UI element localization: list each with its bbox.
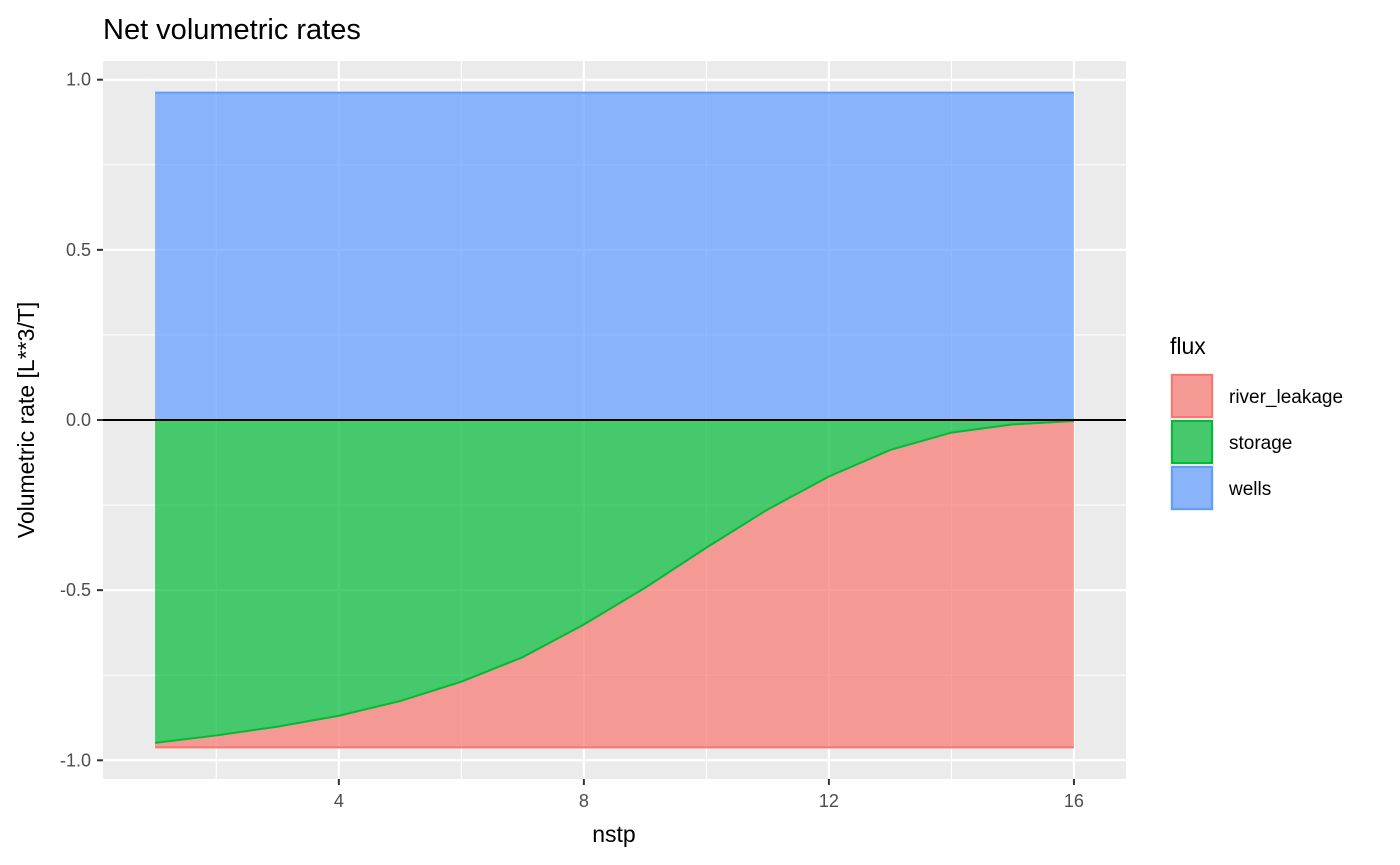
legend-title: flux xyxy=(1170,333,1206,359)
x-tick-label: 16 xyxy=(1064,791,1084,811)
x-tick-label: 12 xyxy=(819,791,839,811)
y-axis-title: Volumetric rate [L**3/T] xyxy=(13,302,39,539)
x-axis: 4 8 12 16 xyxy=(334,779,1084,811)
x-axis-title: nstp xyxy=(592,821,635,847)
y-tick-label: -1.0 xyxy=(60,750,91,770)
legend-label: storage xyxy=(1229,433,1292,454)
x-tick-label: 8 xyxy=(579,791,589,811)
chart-title: Net volumetric rates xyxy=(103,14,361,46)
legend-label: river_leakage xyxy=(1229,387,1343,408)
area-series xyxy=(154,91,1074,749)
y-axis: -1.0 -0.5 0.0 0.5 1.0 xyxy=(60,70,103,770)
legend-label: wells xyxy=(1228,479,1271,500)
storage-area xyxy=(155,420,1074,743)
y-tick-label: 1.0 xyxy=(66,70,91,90)
legend-swatch-storage xyxy=(1171,420,1213,464)
y-tick-label: 0.0 xyxy=(66,410,91,430)
legend-swatch-river-leakage xyxy=(1171,374,1213,418)
wells-area xyxy=(155,92,1074,421)
y-tick-label: -0.5 xyxy=(60,580,91,600)
x-tick-label: 4 xyxy=(334,791,344,811)
legend-swatch-wells xyxy=(1171,466,1213,510)
y-tick-label: 0.5 xyxy=(66,240,91,260)
storage-outline xyxy=(154,420,1074,744)
river-leakage-area xyxy=(155,421,1074,748)
